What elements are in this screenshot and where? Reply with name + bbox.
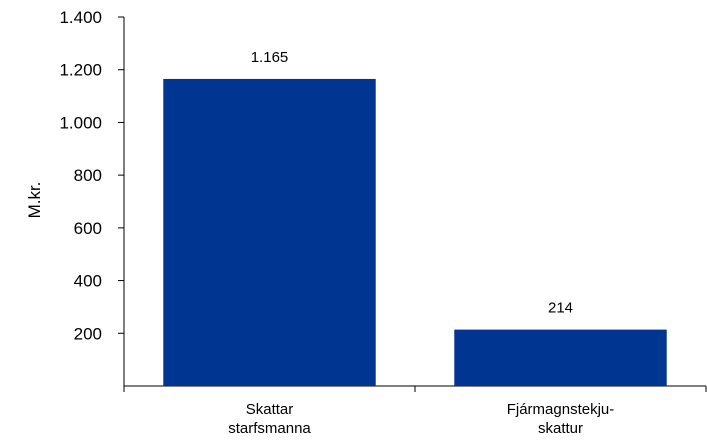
y-tick-label: 800 [74, 166, 102, 185]
category-label: Fjármagnstekju- [507, 401, 615, 418]
y-tick-label: 400 [74, 272, 102, 291]
y-tick-label: 1.000 [59, 113, 102, 132]
y-tick-label: 1.200 [59, 61, 102, 80]
bar [163, 78, 376, 387]
data-label: 214 [548, 300, 573, 317]
category-label: starfsmanna [228, 420, 311, 437]
category-label: skattur [538, 420, 583, 437]
bars [163, 78, 667, 387]
data-labels: 1.165 214 [251, 49, 573, 317]
category-label: Skattar [246, 401, 294, 418]
y-tick-label: 600 [74, 219, 102, 238]
x-ticks [123, 386, 707, 392]
y-ticks: 200 400 600 800 1.000 1.200 1.400 [59, 8, 124, 343]
y-axis-title: M.kr. [25, 182, 44, 219]
category-labels: Skattar starfsmanna Fjármagnstekju-skattur [228, 401, 614, 437]
y-tick-label: 1.400 [59, 8, 102, 27]
bar [454, 329, 667, 386]
data-label: 1.165 [251, 49, 289, 66]
y-tick-label: 200 [74, 324, 102, 343]
